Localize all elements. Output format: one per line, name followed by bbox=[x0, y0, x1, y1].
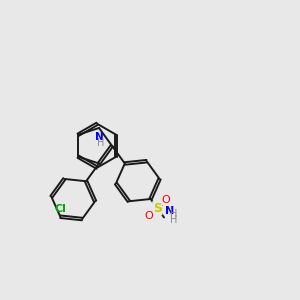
Text: H: H bbox=[97, 138, 104, 148]
Text: O: O bbox=[161, 195, 170, 205]
Text: Cl: Cl bbox=[54, 204, 66, 214]
Text: H: H bbox=[169, 215, 177, 226]
Text: H: H bbox=[169, 209, 177, 219]
Text: S: S bbox=[153, 202, 162, 215]
Text: N: N bbox=[165, 206, 174, 216]
Text: N: N bbox=[94, 132, 103, 142]
Text: O: O bbox=[145, 211, 153, 221]
